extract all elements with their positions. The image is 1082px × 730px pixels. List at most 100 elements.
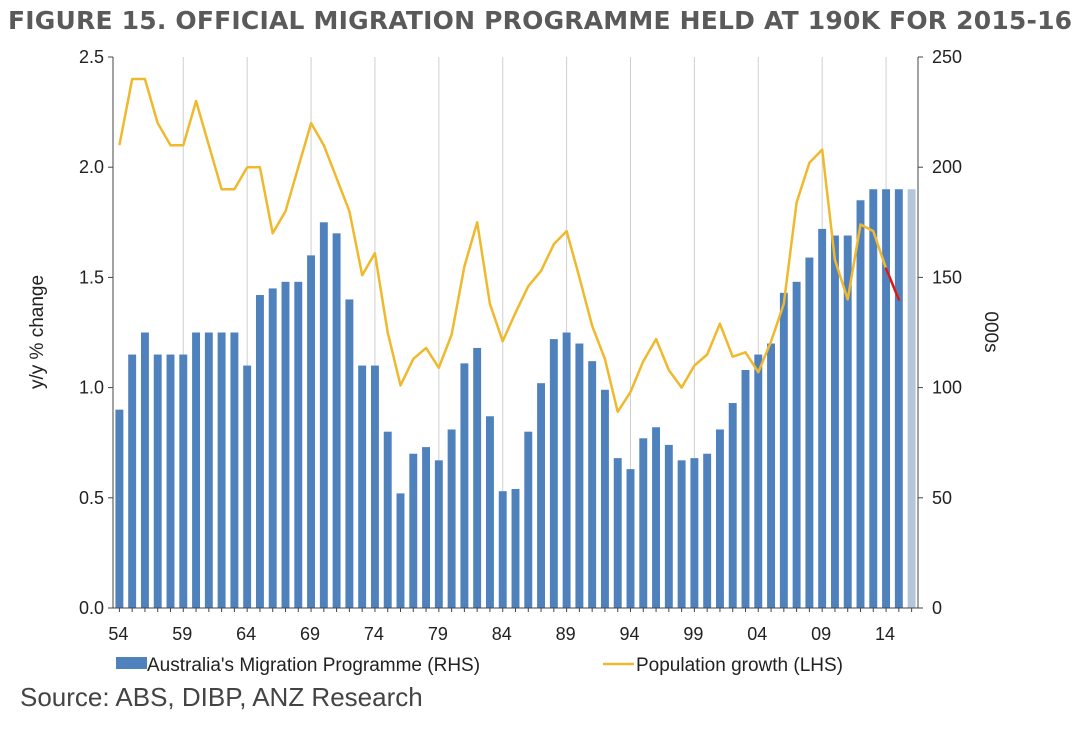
bar <box>664 444 673 608</box>
bar <box>460 363 469 608</box>
bar <box>473 347 482 608</box>
bar <box>754 354 763 608</box>
bar <box>255 295 264 608</box>
bar <box>294 281 303 608</box>
bar <box>869 189 878 609</box>
bar <box>230 332 239 608</box>
right-axis-ticks: 0 50 100 150 200 250 <box>918 47 962 618</box>
legend-swatch-migration <box>116 657 147 669</box>
bar <box>153 354 162 608</box>
bar <box>332 233 341 608</box>
bar <box>805 257 814 608</box>
bar <box>767 343 776 608</box>
bar <box>907 189 916 609</box>
bar <box>677 460 686 608</box>
legend-label-migration: Australia's Migration Programme (RHS) <box>147 655 480 676</box>
x-tick-label: 69 <box>300 624 320 644</box>
bar <box>307 255 316 609</box>
left-tick-label: 1.0 <box>79 378 104 398</box>
line-series <box>118 77 901 414</box>
right-axis-title: 000s <box>980 311 1001 352</box>
bar <box>626 469 635 608</box>
bar <box>128 354 137 608</box>
right-tick-label: 150 <box>932 267 962 287</box>
x-tick-label: 14 <box>875 624 895 644</box>
right-tick-label: 100 <box>932 378 962 398</box>
bar-series <box>115 189 916 609</box>
bar <box>779 292 788 608</box>
x-tick-label: 64 <box>236 624 256 644</box>
bar <box>524 431 533 608</box>
legend: Australia's Migration Programme (RHS) Po… <box>116 655 843 676</box>
bar <box>894 189 903 609</box>
bar <box>422 447 431 608</box>
left-tick-label: 0.0 <box>79 598 104 618</box>
bar <box>613 458 622 608</box>
bar <box>537 383 546 608</box>
legend-label-population: Population growth (LHS) <box>636 655 843 676</box>
bar <box>370 365 379 608</box>
bar <box>703 453 712 608</box>
x-tick-label: 74 <box>364 624 384 644</box>
forecast-segment <box>884 267 901 301</box>
bar <box>575 343 584 608</box>
x-tick-label: 84 <box>492 624 512 644</box>
bar <box>690 458 699 608</box>
bar <box>434 460 443 608</box>
x-tick-label: 89 <box>556 624 576 644</box>
x-tick-label: 09 <box>811 624 831 644</box>
bar <box>562 332 571 608</box>
bar <box>319 222 328 609</box>
chart-title: FIGURE 15. OFFICIAL MIGRATION PROGRAMME … <box>8 6 1073 35</box>
population-growth-line <box>118 77 900 414</box>
x-tick-label: 94 <box>619 624 639 644</box>
bar <box>243 365 252 608</box>
bar <box>383 431 392 608</box>
bar <box>345 299 354 608</box>
right-tick-label: 0 <box>932 598 942 618</box>
left-tick-label: 0.5 <box>79 488 104 508</box>
bar <box>511 488 520 608</box>
bar <box>639 438 648 608</box>
bar <box>741 369 750 608</box>
bar <box>447 429 456 608</box>
right-tick-label: 200 <box>932 157 962 177</box>
chart: 0.0 0.5 1.0 1.5 2.0 2.5 0 50 100 150 200 250 54 59 6… <box>27 47 1001 676</box>
bar <box>856 200 865 608</box>
bar <box>358 365 367 608</box>
bar <box>715 429 724 608</box>
x-tick-label: 04 <box>747 624 767 644</box>
bar <box>166 354 175 608</box>
left-axis-ticks: 0.0 0.5 1.0 1.5 2.0 2.5 <box>79 47 113 618</box>
x-tick-label: 59 <box>172 624 192 644</box>
bar <box>179 354 188 608</box>
right-tick-label: 250 <box>932 47 962 67</box>
bar <box>549 339 558 608</box>
bar <box>192 332 201 608</box>
bar <box>204 332 213 608</box>
x-tick-label: 54 <box>108 624 128 644</box>
bar <box>281 281 290 608</box>
bar <box>588 361 597 608</box>
bar <box>818 228 827 609</box>
left-axis-title: y/y % change <box>27 275 48 389</box>
bar <box>140 332 149 608</box>
bar <box>217 332 226 608</box>
left-tick-label: 2.0 <box>79 157 104 177</box>
x-tick-label: 79 <box>428 624 448 644</box>
bar <box>882 189 891 609</box>
source-note: Source: ABS, DIBP, ANZ Research <box>20 682 423 712</box>
bar <box>728 403 737 608</box>
bar <box>485 416 494 608</box>
bar <box>498 491 507 608</box>
x-axis-ticks: 54 59 64 69 74 79 84 89 94 99 04 09 14 <box>108 608 913 644</box>
bar <box>268 288 277 608</box>
bar <box>600 389 609 608</box>
bar <box>792 281 801 608</box>
bar <box>830 235 839 609</box>
bar <box>396 493 405 608</box>
bar <box>843 235 852 609</box>
bar <box>652 427 661 608</box>
bar <box>409 453 418 608</box>
left-tick-label: 2.5 <box>79 47 104 67</box>
